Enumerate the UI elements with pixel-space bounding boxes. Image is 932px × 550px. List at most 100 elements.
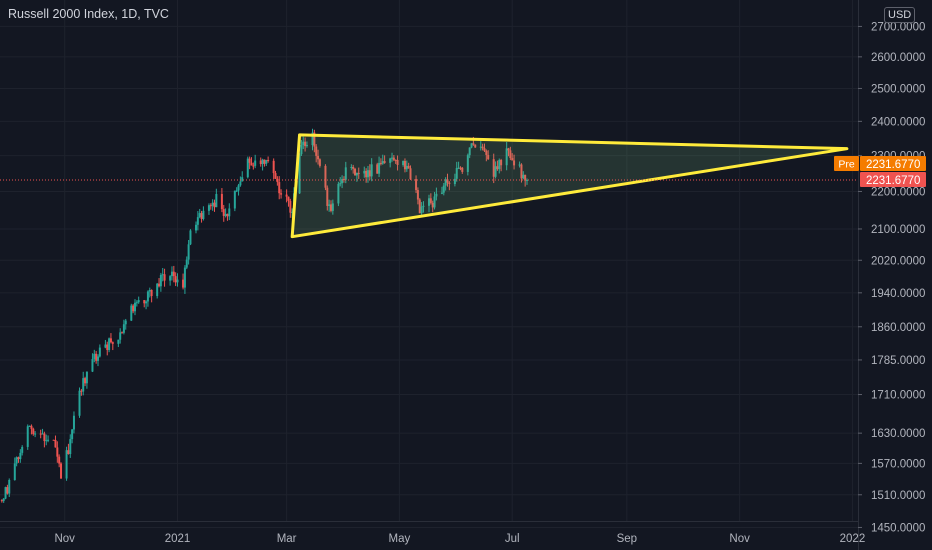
candle-body: [472, 143, 475, 145]
time-tick-label: Sep: [617, 533, 637, 545]
candle-body: [108, 338, 111, 350]
candle-body: [396, 160, 399, 165]
candle-body: [233, 190, 236, 209]
candle-body: [389, 158, 392, 163]
candle-body: [34, 433, 37, 435]
candle-body: [291, 212, 294, 214]
candle-body: [326, 187, 329, 206]
candle-body: [43, 433, 46, 442]
candle-body: [65, 450, 68, 479]
price-tick-label: 2020.0000: [871, 255, 925, 267]
candle-body: [526, 179, 529, 181]
candle-body: [492, 159, 495, 177]
candle-body: [344, 167, 347, 180]
candle-body: [13, 463, 16, 480]
candle-body: [97, 356, 100, 361]
candle-body: [481, 146, 484, 149]
candle-body: [278, 182, 281, 194]
candle-body: [479, 146, 482, 148]
candle-body: [239, 181, 242, 186]
price-axis[interactable]: 2700.00002600.00002500.00002400.00002300…: [858, 0, 932, 550]
candle-body: [174, 276, 177, 283]
candle-body: [209, 205, 212, 207]
candle-body: [507, 148, 510, 151]
candle-body: [392, 157, 395, 160]
candle-body: [455, 167, 458, 179]
candle-body: [143, 300, 146, 304]
candle-body: [213, 202, 216, 208]
candle-body: [196, 217, 199, 225]
price-tick-label: 1785.0000: [871, 355, 925, 367]
candle-body: [189, 230, 192, 245]
candle-body: [285, 194, 288, 197]
candle-body: [211, 202, 214, 206]
pre-badge: [834, 155, 859, 171]
candle-body: [170, 271, 173, 277]
candle-body: [117, 339, 120, 344]
candle-body: [403, 160, 406, 170]
candle-body: [370, 164, 373, 177]
last-price-label: 2231.6770: [866, 175, 920, 187]
candle-body: [331, 203, 334, 211]
candle-body: [420, 206, 423, 214]
candle-body: [448, 182, 451, 185]
candle-body: [228, 208, 231, 217]
candle-body: [104, 344, 107, 348]
candle-body: [368, 170, 371, 177]
candle-body: [28, 425, 31, 427]
candle-body: [132, 305, 135, 312]
candle-body: [379, 162, 382, 164]
candle-body: [91, 359, 94, 372]
candle-body: [328, 204, 331, 206]
time-tick-label: 2021: [165, 533, 191, 545]
candle-body: [8, 479, 11, 494]
candle-body: [130, 305, 133, 321]
candle-body: [60, 463, 63, 479]
candle-body: [182, 279, 185, 288]
candle-body: [161, 274, 164, 276]
candle-body: [15, 457, 18, 464]
candle-body: [72, 415, 75, 430]
candle-body: [440, 192, 443, 194]
time-axis[interactable]: Nov 2021 Mar May Jul Sep Nov 2022: [0, 521, 866, 546]
candle-body: [17, 457, 20, 460]
candle-body: [95, 353, 98, 361]
candle-body: [163, 274, 166, 281]
candle-body: [80, 390, 83, 392]
candle-body: [376, 164, 379, 174]
candle-body: [137, 300, 140, 303]
candle-body: [505, 148, 508, 166]
candle-body: [513, 160, 516, 166]
candle-body: [350, 166, 353, 168]
time-tick-label: Nov: [729, 533, 750, 545]
candle-body: [418, 199, 421, 214]
last-price-badge: [860, 171, 926, 187]
candle-body: [470, 143, 473, 148]
candle-body: [509, 150, 512, 159]
candle-body: [276, 178, 279, 183]
candle-body: [119, 332, 122, 340]
candle-body: [487, 154, 490, 160]
candle-body: [500, 159, 503, 166]
candle-body: [457, 167, 460, 169]
time-tick-label: Mar: [277, 533, 297, 545]
candle-body: [342, 179, 345, 181]
candle-body: [235, 190, 238, 192]
price-labels: Pre 2231.6770 2231.6770: [834, 155, 926, 187]
triangle-pattern[interactable]: [290, 133, 849, 239]
candle-body: [220, 193, 223, 210]
pre-price-label: 2231.6770: [866, 159, 920, 171]
candle-body: [520, 164, 523, 179]
candle-body: [39, 433, 42, 435]
candle-body: [394, 159, 397, 161]
candle-body: [176, 279, 179, 283]
price-axis-bg: [858, 0, 932, 550]
time-tick-label: 2022: [840, 533, 866, 545]
candle-body: [355, 172, 358, 176]
candle-body: [82, 378, 85, 392]
candle-body: [267, 159, 270, 161]
price-tick-label: 1450.0000: [871, 522, 925, 534]
candle-body: [496, 166, 499, 170]
currency-button[interactable]: USD: [884, 7, 916, 23]
